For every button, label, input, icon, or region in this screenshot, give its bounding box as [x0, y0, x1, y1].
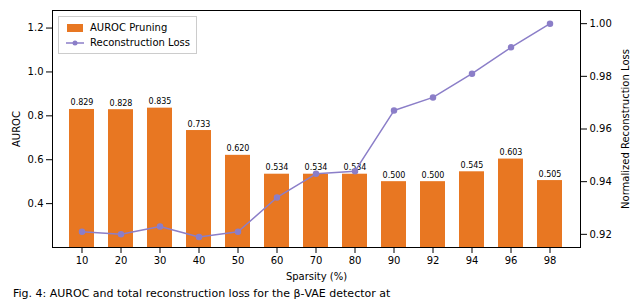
- svg-text:0.829: 0.829: [71, 98, 94, 107]
- svg-text:1.2: 1.2: [28, 22, 44, 33]
- html-text:Fig. 4: AUROC and total recons: Fig. 4: AUROC and total reconstruction l…: [13, 287, 391, 300]
- svg-text:0.733: 0.733: [188, 120, 211, 129]
- svg-text:AUROC: AUROC: [11, 111, 22, 147]
- svg-text:0.96: 0.96: [590, 123, 612, 134]
- svg-text:90: 90: [388, 255, 401, 266]
- svg-text:Normalized Reconstruction Loss: Normalized Reconstruction Loss: [620, 49, 631, 209]
- svg-text:0.505: 0.505: [539, 170, 562, 179]
- svg-text:60: 60: [271, 255, 284, 266]
- svg-text:0.8: 0.8: [28, 110, 44, 121]
- svg-text:0.500: 0.500: [422, 171, 445, 180]
- svg-text:0.92: 0.92: [590, 229, 612, 240]
- svg-text:0.500: 0.500: [383, 171, 406, 180]
- svg-text:0.603: 0.603: [500, 148, 523, 157]
- svg-text:0.534: 0.534: [343, 163, 367, 173]
- svg-text:0.620: 0.620: [227, 144, 250, 153]
- svg-text:30: 30: [154, 255, 167, 266]
- svg-text:1.00: 1.00: [590, 18, 612, 29]
- svg-text:94: 94: [466, 255, 479, 266]
- svg-text:20: 20: [115, 255, 128, 266]
- svg-text:0.534: 0.534: [266, 163, 289, 172]
- svg-text:10: 10: [76, 255, 89, 266]
- html-text:Reconstruction Loss: Reconstruction Loss: [90, 37, 190, 48]
- svg-text:50: 50: [232, 255, 245, 266]
- svg-text:0.835: 0.835: [149, 97, 172, 106]
- html-text:AUROC Pruning: AUROC Pruning: [90, 22, 168, 33]
- svg-text:40: 40: [193, 255, 206, 266]
- svg-text:70: 70: [310, 255, 323, 266]
- svg-text:98: 98: [544, 255, 557, 266]
- svg-text:0.545: 0.545: [461, 161, 484, 170]
- svg-text:92: 92: [427, 255, 440, 266]
- svg-text:0.98: 0.98: [590, 71, 612, 82]
- svg-text:0.6: 0.6: [28, 154, 44, 165]
- svg-text:80: 80: [349, 255, 362, 266]
- svg-text:1.0: 1.0: [28, 66, 44, 77]
- svg-text:0.94: 0.94: [590, 176, 612, 187]
- svg-text:0.4: 0.4: [28, 198, 44, 209]
- svg-text:Sparsity (%): Sparsity (%): [286, 271, 347, 282]
- svg-text:96: 96: [505, 255, 518, 266]
- svg-text:0.534: 0.534: [304, 163, 328, 173]
- svg-text:0.828: 0.828: [110, 99, 133, 108]
